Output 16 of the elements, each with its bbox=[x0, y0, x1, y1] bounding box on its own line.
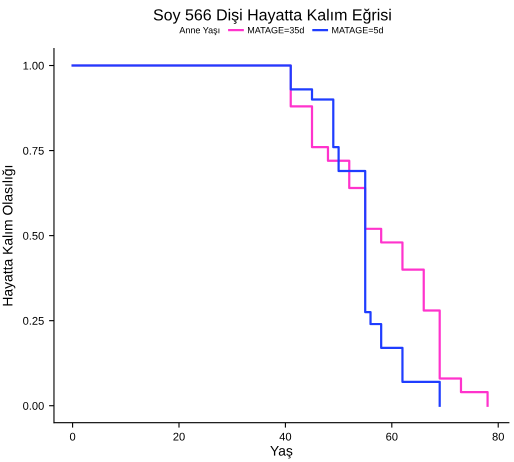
y-tick-label: 0.50 bbox=[23, 232, 44, 240]
x-tick-label: 40 bbox=[279, 432, 292, 441]
y-tick-label: 0.00 bbox=[23, 402, 44, 410]
legend-label: MATAGE=5d bbox=[332, 26, 383, 34]
legend-label: MATAGE=35d bbox=[248, 26, 304, 34]
x-axis-title: Yaş bbox=[270, 446, 292, 459]
y-tick-label: 0.75 bbox=[23, 146, 44, 155]
x-tick-label: 20 bbox=[173, 432, 185, 441]
y-tick-label: 1.00 bbox=[23, 62, 44, 70]
x-tick-label: 60 bbox=[386, 432, 398, 441]
legend-title: Anne Yaşı bbox=[179, 27, 220, 36]
x-tick-label: 80 bbox=[492, 432, 504, 441]
x-tick-label: 0 bbox=[70, 432, 76, 441]
y-axis-title: Hayatta Kalım Olasılığı bbox=[2, 166, 16, 306]
chart-title: Soy 566 Dişi Hayatta Kalım Eğrisi bbox=[154, 8, 391, 24]
y-tick-label: 0.25 bbox=[23, 316, 44, 325]
